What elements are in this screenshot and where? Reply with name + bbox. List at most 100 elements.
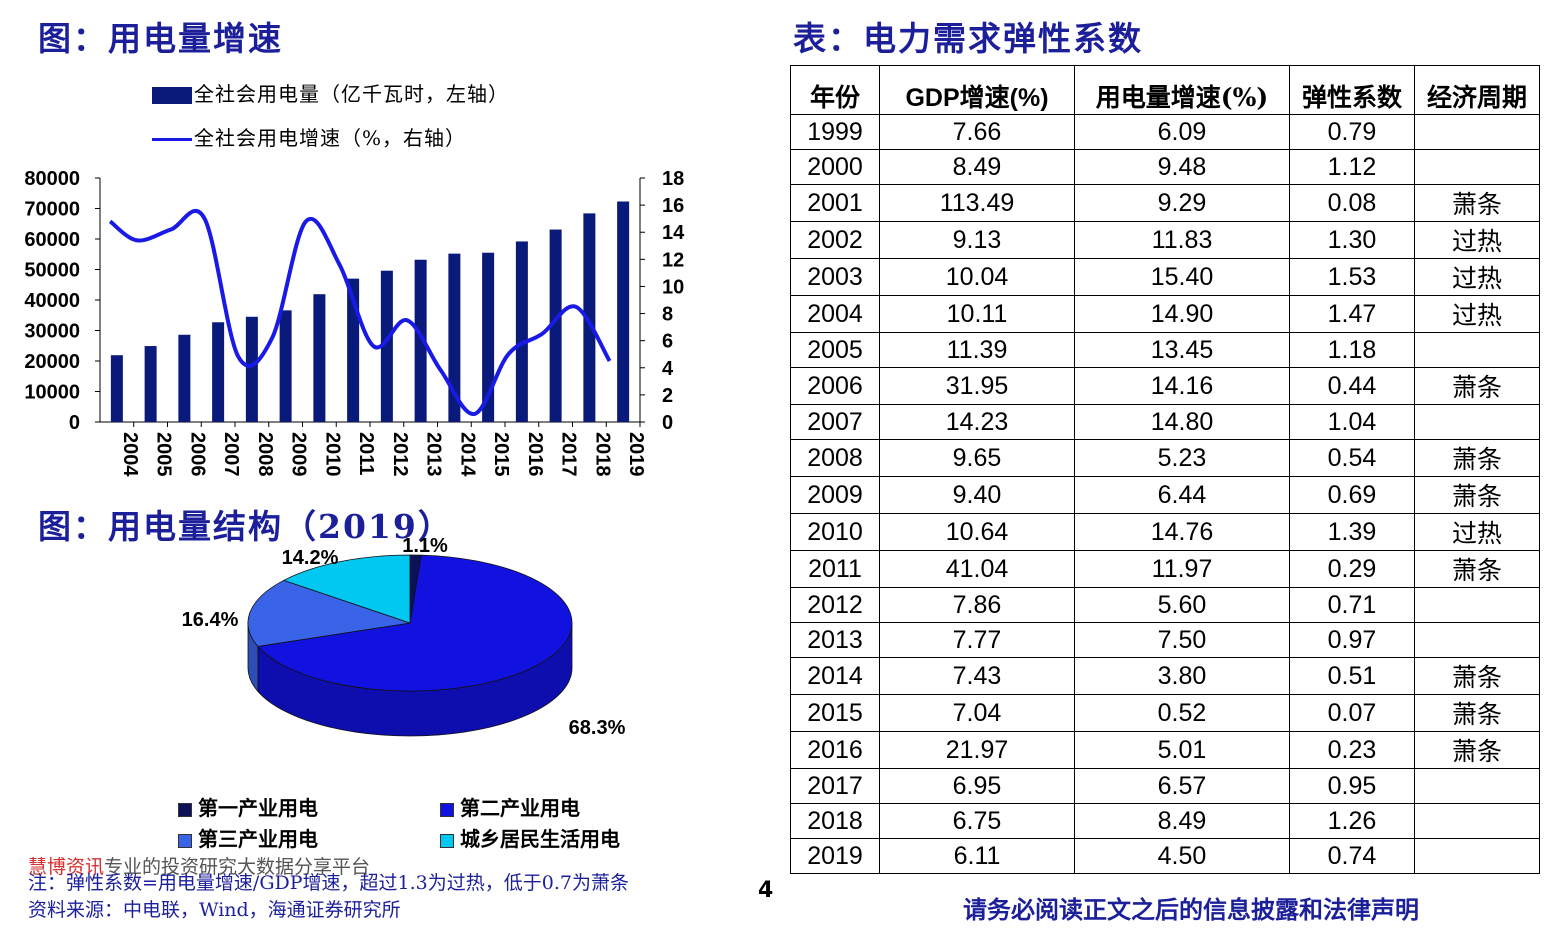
right-tick-label: 18 <box>662 168 684 190</box>
cell-usage: 4.50 <box>1074 838 1290 874</box>
left-tick-label: 40000 <box>24 290 80 312</box>
cell-usage: 3.80 <box>1074 657 1290 695</box>
right-tick-label: 12 <box>662 249 684 271</box>
x-tick-label: 2019 <box>625 432 647 477</box>
cell-gdp: 11.39 <box>879 332 1075 368</box>
cell-year: 2000 <box>790 149 880 185</box>
table-row: 2002 9.13 11.83 1.30 过热 <box>790 221 1540 259</box>
left-tick-label: 80000 <box>24 168 80 190</box>
pie-legend-2: 第二产业用电 <box>440 792 580 821</box>
cell-gdp: 41.04 <box>879 550 1075 588</box>
cell-gdp: 9.40 <box>879 476 1075 514</box>
usage-bar <box>178 334 191 422</box>
cell-elasticity: 0.51 <box>1289 657 1415 695</box>
x-tick-label: 2012 <box>389 432 411 477</box>
usage-bar <box>448 253 461 422</box>
left-chart-title: 图：用电量增速 <box>38 19 283 58</box>
cell-elasticity: 0.23 <box>1289 731 1415 769</box>
cell-gdp: 7.66 <box>879 114 1075 150</box>
table-row: 2018 6.75 8.49 1.26 <box>790 803 1540 839</box>
cell-year: 1999 <box>790 114 880 150</box>
usage-growth-chart: 80000 70000 60000 50000 40000 30000 20000 10000… <box>24 168 685 477</box>
legend-bar: 全社会用电量（亿千瓦时，左轴） <box>152 78 509 107</box>
cell-cycle <box>1414 768 1540 804</box>
cell-cycle <box>1414 404 1540 440</box>
line-swatch-icon <box>152 138 192 141</box>
usage-structure-pie: 1.1% 68.3% 16.4% 14.2% <box>182 538 626 739</box>
cell-elasticity: 0.74 <box>1289 838 1415 874</box>
pie-legend-label-2: 第二产业用电 <box>460 796 580 820</box>
source-note: 资料来源：中电联，Wind，海通证券研究所 <box>28 899 401 921</box>
cell-usage: 6.57 <box>1074 768 1290 804</box>
cell-gdp: 9.13 <box>879 221 1075 259</box>
cell-usage: 14.80 <box>1074 404 1290 440</box>
cell-usage: 15.40 <box>1074 258 1290 296</box>
pie-legend-label-1: 第一产业用电 <box>198 796 318 820</box>
x-tick-label: 2009 <box>288 432 310 477</box>
cell-gdp: 7.43 <box>879 657 1075 695</box>
usage-bar <box>380 270 393 422</box>
cell-elasticity: 0.44 <box>1289 367 1415 405</box>
cell-gdp: 10.04 <box>879 258 1075 296</box>
cell-year: 2014 <box>790 657 880 695</box>
cell-year: 2005 <box>790 332 880 368</box>
cell-elasticity: 0.69 <box>1289 476 1415 514</box>
growth-line <box>108 209 612 416</box>
table-row: 2019 6.11 4.50 0.74 <box>790 838 1540 874</box>
cell-usage: 6.44 <box>1074 476 1290 514</box>
cell-elasticity: 1.47 <box>1289 295 1415 333</box>
left-tick-label: 50000 <box>24 260 80 282</box>
swatch-icon <box>440 802 454 817</box>
usage-bar <box>482 252 495 422</box>
cell-cycle <box>1414 838 1540 874</box>
cell-year: 2012 <box>790 587 880 623</box>
table-row: 2003 10.04 15.40 1.53 过热 <box>790 258 1540 296</box>
usage-bar <box>617 201 630 422</box>
cell-usage: 5.23 <box>1074 439 1290 477</box>
disclaimer: 请务必阅读正文之后的信息披露和法律声明 <box>963 895 1419 924</box>
cell-gdp: 6.11 <box>879 838 1075 874</box>
right-tick-label: 0 <box>662 412 673 434</box>
header-elasticity: 弹性系数 <box>1289 65 1415 115</box>
cell-elasticity: 0.29 <box>1289 550 1415 588</box>
x-tick-label: 2005 <box>153 432 175 477</box>
table-row: 2001 113.49 9.29 0.08 萧条 <box>790 184 1540 222</box>
header-year: 年份 <box>790 65 880 115</box>
cell-year: 2004 <box>790 295 880 333</box>
cell-gdp: 6.95 <box>879 768 1075 804</box>
table-row: 2004 10.11 14.90 1.47 过热 <box>790 295 1540 333</box>
cell-gdp: 10.64 <box>879 513 1075 551</box>
cell-cycle: 过热 <box>1414 295 1540 333</box>
cell-usage: 5.01 <box>1074 731 1290 769</box>
pie-value-label: 68.3% <box>569 717 626 739</box>
table-row: 2010 10.64 14.76 1.39 过热 <box>790 513 1540 551</box>
table-row: 2008 9.65 5.23 0.54 萧条 <box>790 439 1540 477</box>
cell-elasticity: 0.08 <box>1289 184 1415 222</box>
pie-slice <box>247 579 411 647</box>
watermark: 慧博资讯专业的投资研究大数据分享平台 <box>28 852 370 879</box>
left-tick-label: 20000 <box>24 351 80 373</box>
x-tick-label: 2016 <box>524 432 546 477</box>
watermark-text: 专业的投资研究大数据分享平台 <box>104 856 371 878</box>
cell-cycle: 过热 <box>1414 221 1540 259</box>
cell-gdp: 7.04 <box>879 694 1075 732</box>
bar-swatch-icon <box>152 87 192 104</box>
cell-elasticity: 0.79 <box>1289 114 1415 150</box>
usage-bar <box>110 355 123 422</box>
cell-gdp: 10.11 <box>879 295 1075 333</box>
cell-year: 2006 <box>790 367 880 405</box>
cell-elasticity: 0.95 <box>1289 768 1415 804</box>
cell-usage: 14.76 <box>1074 513 1290 551</box>
cell-gdp: 7.86 <box>879 587 1075 623</box>
cell-cycle <box>1414 114 1540 150</box>
cell-usage: 14.90 <box>1074 295 1290 333</box>
cell-year: 2015 <box>790 694 880 732</box>
pie-legend-label-3: 第三产业用电 <box>198 827 318 851</box>
elasticity-table: 年份 GDP增速(%) 用电量增速(%) 弹性系数 经济周期 1999 7.66 6… <box>790 65 1540 874</box>
cell-usage: 13.45 <box>1074 332 1290 368</box>
cell-gdp: 8.49 <box>879 149 1075 185</box>
swatch-icon <box>178 802 192 817</box>
cell-elasticity: 1.26 <box>1289 803 1415 839</box>
cell-elasticity: 1.04 <box>1289 404 1415 440</box>
table-row: 2011 41.04 11.97 0.29 萧条 <box>790 550 1540 588</box>
